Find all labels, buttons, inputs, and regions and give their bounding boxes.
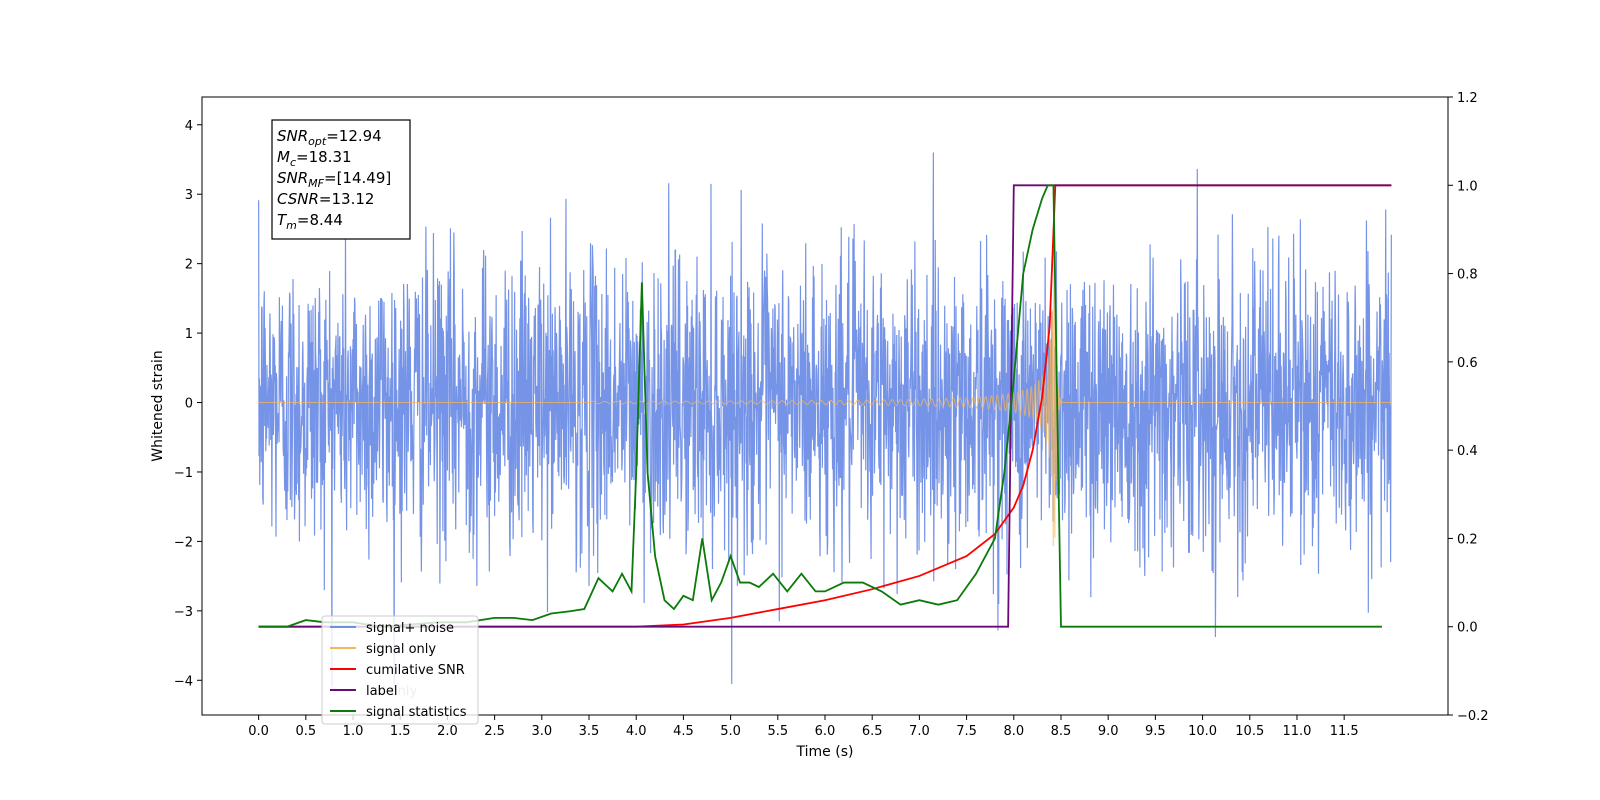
x-tick-label: 10.5 [1235, 724, 1264, 739]
x-tick-label: 4.5 [673, 724, 694, 739]
annotation-line: Tm=8.44 [277, 211, 343, 232]
x-tick-label: 5.5 [767, 724, 788, 739]
y-tick-label: −3 [174, 605, 193, 620]
y-tick-label: 1 [185, 327, 193, 342]
y-tick-label: 4 [185, 119, 193, 134]
x-tick-label: 3.0 [531, 724, 552, 739]
plot-area [258, 152, 1392, 688]
legend-ghost-label: al only [374, 684, 418, 699]
legend-label: signal statistics [366, 705, 467, 720]
annotation-box: SNRopt=12.94Mc=18.31SNRMF=[14.49]CSNR=13… [271, 119, 411, 240]
y2-tick-label: 1.0 [1457, 179, 1478, 194]
x-axis: 0.0 0.5 1.0 1.5 2.0 2.5 3.0 3.5 4.0 4.5 5.0 5.5 6.0 6… [248, 715, 1359, 739]
x-tick-label: 7.0 [909, 724, 930, 739]
x-tick-label: 2.5 [484, 724, 505, 739]
x-tick-label: 11.0 [1282, 724, 1311, 739]
y2-tick-label: 0.0 [1457, 621, 1478, 636]
y-axis-right: 1.2 1.0 0.8 0.6 0.4 0.2 0.0 −0.2 [1448, 91, 1489, 724]
x-tick-label: 3.5 [579, 724, 600, 739]
x-tick-label: 1.0 [343, 724, 364, 739]
legend: al only signal+ noise signal only cumilativ… [321, 615, 479, 725]
x-tick-label: 0.5 [295, 724, 316, 739]
x-tick-label: 4.0 [626, 724, 647, 739]
x-tick-label: 10.0 [1188, 724, 1217, 739]
annotation-line: SNRMF=[14.49] [277, 169, 391, 190]
x-tick-label: 0.0 [248, 724, 269, 739]
y-axis-label: Whitened strain [150, 350, 166, 461]
legend-label: label [366, 684, 397, 699]
legend-frame [321, 615, 479, 725]
x-tick-label: 6.5 [862, 724, 883, 739]
x-tick-label: 1.5 [390, 724, 411, 739]
series-signal-statistics [258, 184, 1382, 628]
y-tick-label: −1 [174, 466, 193, 481]
x-tick-label: 5.0 [720, 724, 741, 739]
x-tick-label: 8.5 [1051, 724, 1072, 739]
x-tick-label: 6.0 [815, 724, 836, 739]
y2-tick-label: −0.2 [1457, 709, 1489, 724]
annotation-line: SNRopt=12.94 [277, 127, 382, 148]
series-label [258, 184, 1392, 628]
annotation-frame [271, 119, 411, 240]
x-tick-label: 8.0 [1003, 724, 1024, 739]
y2-tick-label: 0.6 [1457, 356, 1478, 371]
y-tick-label: 3 [185, 188, 193, 203]
y-tick-label: 2 [185, 258, 193, 273]
x-axis-label: Time (s) [796, 744, 854, 760]
y2-tick-label: 0.2 [1457, 532, 1478, 547]
x-tick-label: 9.5 [1145, 724, 1166, 739]
y2-tick-label: 1.2 [1457, 91, 1478, 106]
annotation-line: Mc=18.31 [277, 148, 352, 169]
series-signal-only [258, 251, 1392, 547]
y2-tick-label: 0.8 [1457, 268, 1478, 283]
y-tick-label: −4 [174, 674, 193, 689]
y2-tick-label: 0.4 [1457, 444, 1478, 459]
line-series-group [258, 184, 1392, 628]
y-tick-label: 0 [185, 397, 193, 412]
legend-label: cumilative SNR [366, 663, 465, 678]
x-tick-label: 7.5 [956, 724, 977, 739]
annotation-line: CSNR=13.12 [277, 190, 374, 208]
series-signal-plus-noise [258, 152, 1392, 688]
legend-label: signal+ noise [366, 621, 454, 636]
x-tick-label: 2.0 [437, 724, 458, 739]
y-axis-left: 4 3 2 1 0 −1 −2 −3 −4 [174, 119, 202, 689]
x-tick-label: 9.0 [1098, 724, 1119, 739]
legend-label: signal only [366, 642, 436, 657]
y-tick-label: −2 [174, 535, 193, 550]
x-tick-label: 11.5 [1330, 724, 1359, 739]
